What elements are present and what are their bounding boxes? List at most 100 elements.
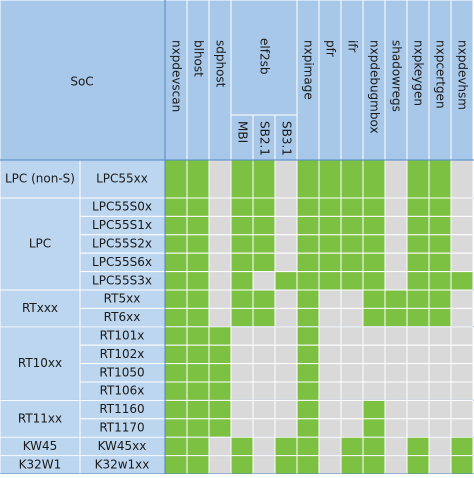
- support-cell: [340, 455, 364, 475]
- support-cell: [164, 399, 188, 420]
- support-cell: [450, 399, 474, 420]
- support-cell: [208, 326, 232, 346]
- support-cell: [428, 159, 452, 199]
- support-cell: [186, 381, 210, 401]
- support-cell: [384, 159, 408, 199]
- support-cell: [362, 436, 386, 457]
- chip-label: RT5xx: [104, 292, 141, 306]
- support-cell: [164, 159, 188, 199]
- support-cell: [406, 307, 430, 328]
- support-cell: [274, 252, 298, 273]
- support-cell: [428, 381, 452, 401]
- support-cell: [296, 159, 320, 199]
- family-cell: [0, 289, 81, 328]
- support-cell: [252, 363, 276, 383]
- support-cell: [384, 399, 408, 420]
- support-cell: [230, 307, 254, 328]
- soc-header-cell: [0, 0, 166, 161]
- support-cell: [384, 234, 408, 254]
- chip-label: RT1050: [99, 365, 144, 379]
- chip-label: KW45xx: [98, 439, 147, 453]
- support-cell: [428, 289, 452, 309]
- support-cell: [362, 363, 386, 383]
- support-cell: [296, 215, 320, 236]
- chip-label: LPC55xx: [96, 172, 148, 186]
- support-cell: [406, 197, 430, 217]
- support-cell: [428, 455, 452, 475]
- support-cell: [384, 271, 408, 291]
- support-cell: [296, 455, 320, 475]
- support-cell: [362, 344, 386, 365]
- support-cell: [230, 252, 254, 273]
- support-cell: [318, 159, 342, 199]
- support-cell: [186, 363, 210, 383]
- family-label: RTxxx: [22, 301, 58, 315]
- sub-header: MBI: [236, 121, 250, 143]
- support-cell: [296, 197, 320, 217]
- support-cell: [164, 455, 188, 475]
- support-cell: [186, 455, 210, 475]
- support-cell: [450, 363, 474, 383]
- support-cell: [318, 252, 342, 273]
- support-cell: [450, 455, 474, 475]
- support-cell: [164, 197, 188, 217]
- support-cell: [208, 215, 232, 236]
- support-cell: [428, 326, 452, 346]
- support-cell: [208, 436, 232, 457]
- support-cell: [164, 326, 188, 346]
- support-cell: [252, 381, 276, 401]
- support-cell: [208, 399, 232, 420]
- support-cell: [186, 289, 210, 309]
- support-cell: [164, 215, 188, 236]
- support-cell: [252, 344, 276, 365]
- support-cell: [296, 234, 320, 254]
- support-cell: [230, 159, 254, 199]
- support-cell: [208, 159, 232, 199]
- support-cell: [362, 399, 386, 420]
- support-cell: [406, 418, 430, 438]
- chip-cell: [79, 159, 166, 199]
- support-cell: [362, 234, 386, 254]
- support-cell: [406, 252, 430, 273]
- family-label: K32W1: [19, 457, 62, 471]
- support-cell: [208, 307, 232, 328]
- support-cell: [340, 289, 364, 309]
- tool-header: sdphost: [214, 40, 228, 88]
- support-cell: [362, 215, 386, 236]
- support-cell: [406, 455, 430, 475]
- support-cell: [252, 215, 276, 236]
- support-cell: [340, 252, 364, 273]
- support-cell: [230, 436, 254, 457]
- support-cell: [318, 289, 342, 309]
- support-cell: [318, 234, 342, 254]
- support-cell: [384, 326, 408, 346]
- tool-header: nxpdevhsm: [456, 40, 470, 110]
- support-cell: [384, 344, 408, 365]
- support-cell: [208, 363, 232, 383]
- support-cell: [296, 418, 320, 438]
- sub-header: SB2.1: [258, 121, 272, 156]
- support-cell: [406, 159, 430, 199]
- support-cell: [450, 436, 474, 457]
- support-cell: [362, 159, 386, 199]
- support-cell: [186, 344, 210, 365]
- support-cell: [450, 307, 474, 328]
- support-cell: [340, 344, 364, 365]
- support-cell: [450, 234, 474, 254]
- support-cell: [274, 436, 298, 457]
- chip-label: RT101x: [100, 329, 145, 343]
- family-label: RT10xx: [18, 356, 62, 370]
- support-cell: [274, 418, 298, 438]
- support-cell: [186, 159, 210, 199]
- support-cell: [428, 418, 452, 438]
- support-cell: [406, 289, 430, 309]
- support-cell: [318, 455, 342, 475]
- support-cell: [274, 326, 298, 346]
- tool-header: shadowregs: [390, 40, 404, 112]
- sub-header: SB3.1: [280, 121, 294, 156]
- support-cell: [340, 363, 364, 383]
- support-cell: [208, 197, 232, 217]
- support-cell: [252, 197, 276, 217]
- family-label: LPC: [29, 237, 51, 251]
- support-cell: [362, 455, 386, 475]
